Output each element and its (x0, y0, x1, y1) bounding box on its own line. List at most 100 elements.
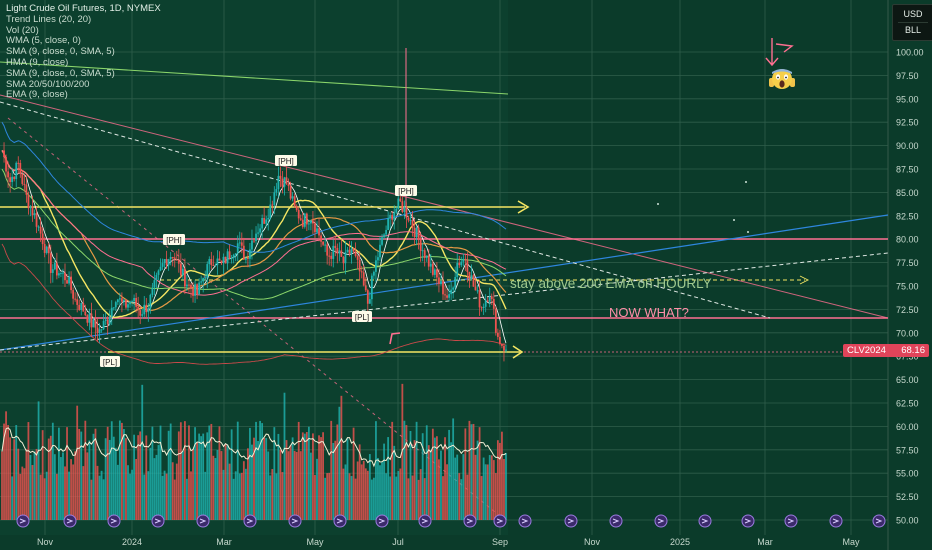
candle-body (283, 177, 286, 187)
currency-unit[interactable]: BLL (904, 25, 921, 35)
volume-bar (175, 463, 178, 520)
volume-bar (141, 384, 144, 520)
candle-body (216, 258, 219, 265)
candle-body (448, 294, 450, 298)
candle-body (234, 253, 237, 255)
volume-bar (153, 458, 156, 520)
price-tick-label: 62.50 (896, 399, 919, 409)
candle-body (482, 306, 485, 309)
candle-body (429, 263, 432, 267)
legend-line[interactable]: Vol (20) (6, 24, 39, 36)
symbol-title[interactable]: Light Crude Oil Futures, 1D, NYMEX (6, 3, 161, 14)
volume-bar (171, 462, 174, 520)
time-tick-label: Sep (492, 537, 508, 547)
volume-bar (29, 454, 32, 520)
note-now-what[interactable]: NOW WHAT? (609, 305, 689, 320)
volume-bar (429, 450, 432, 520)
currency-selector[interactable]: USD BLL (892, 4, 932, 41)
price-axis[interactable]: 100.00 97.50 95.00 92.50 90.00 87.50 85.00 82.5… (896, 48, 924, 526)
candle-body (114, 302, 117, 308)
pivot-high-label-1[interactable]: [PH] (275, 155, 297, 166)
volume-bar (145, 435, 148, 520)
note-ema[interactable]: stay above 200 EMA on HOURLY (510, 276, 712, 291)
candle-body (23, 183, 26, 185)
time-axis[interactable]: Nov 2024 Mar May Jul Sep Nov 2025 Mar May (37, 537, 860, 547)
dividend-icon (333, 514, 347, 528)
volume-bar (490, 455, 493, 520)
candle-body (72, 290, 75, 299)
candle-body (312, 220, 314, 224)
svg-text:[PL]: [PL] (103, 358, 117, 367)
candle-body (208, 259, 211, 265)
currency-code[interactable]: USD (898, 7, 928, 23)
candle-body (281, 178, 284, 187)
candle-body (442, 281, 444, 295)
legend-line[interactable]: EMA (9, close) (6, 89, 68, 101)
volume-bar (423, 478, 426, 520)
dividend-icon (63, 514, 77, 528)
candle-body (159, 266, 162, 271)
volume-bar (312, 433, 314, 520)
volume-bar (41, 430, 44, 520)
candle-body (198, 282, 201, 295)
volume-bar (94, 428, 97, 520)
pivot-low-label-2[interactable]: [PL] (100, 356, 120, 367)
candle-body (383, 234, 385, 238)
candle-body (125, 299, 127, 308)
volume-bar (35, 448, 38, 520)
price-tick-label: 85.00 (896, 188, 919, 198)
volume-bar (80, 431, 83, 520)
candle-body (350, 248, 353, 254)
volume-bar (76, 405, 79, 520)
legend-line[interactable]: WMA (5, close, 0) (6, 35, 81, 47)
legend-line[interactable]: Trend Lines (20, 20) (6, 13, 92, 25)
dashed-descending-trend[interactable] (0, 101, 771, 319)
volume-bar (100, 470, 103, 520)
candle-body (190, 284, 192, 289)
legend-line[interactable]: SMA (9, close, 0, SMA, 5) (6, 67, 115, 79)
volume-bar (240, 472, 243, 520)
volume-bar (277, 433, 280, 520)
volume-bar (322, 432, 324, 520)
volume-bar (407, 478, 410, 520)
volume-bar (324, 477, 327, 520)
pivot-low-label-1[interactable]: [PL] (352, 311, 372, 322)
volume-bar (399, 468, 402, 520)
candle-body (413, 227, 416, 238)
pivot-high-label-3[interactable]: [PH] (163, 234, 185, 245)
candle-body (188, 284, 190, 286)
pivot-high-label-2[interactable]: [PH] (395, 185, 417, 196)
volume-bar (236, 421, 239, 520)
candle-body (425, 255, 428, 258)
volume-bar (358, 444, 361, 520)
volume-bar (297, 421, 300, 520)
legend-line[interactable]: SMA 20/50/100/200 (6, 78, 90, 90)
dashed-ascending-trend[interactable] (0, 252, 889, 351)
candle-body (265, 219, 268, 224)
candle-body (403, 207, 406, 212)
volume-bar (486, 464, 489, 520)
price-tick-label: 72.50 (896, 305, 919, 315)
volume-bar (413, 440, 416, 520)
candle-body (318, 228, 320, 236)
volume-bar (291, 437, 294, 520)
legend-line[interactable]: HMA (9, close) (6, 56, 69, 68)
candle-body (106, 319, 109, 325)
volume-bar (458, 473, 461, 520)
candle-body (295, 205, 298, 210)
price-tick-label: 82.50 (896, 211, 919, 221)
candle-body (147, 308, 150, 313)
volume-bar (62, 452, 64, 520)
indicator-legend[interactable]: Light Crude Oil Futures, 1D, NYMEX Trend… (6, 3, 161, 101)
candle-body (501, 343, 503, 346)
time-tick-label: Jul (392, 537, 404, 547)
candle-body (161, 263, 164, 267)
candle-body (104, 319, 107, 321)
price-tick-label: 92.50 (896, 118, 919, 128)
legend-line[interactable]: SMA (9, close, 0, SMA, 5) (6, 46, 115, 58)
candle-body (456, 262, 459, 278)
candle-body (175, 259, 178, 261)
candle-body (51, 269, 54, 273)
candle-body (181, 268, 184, 276)
